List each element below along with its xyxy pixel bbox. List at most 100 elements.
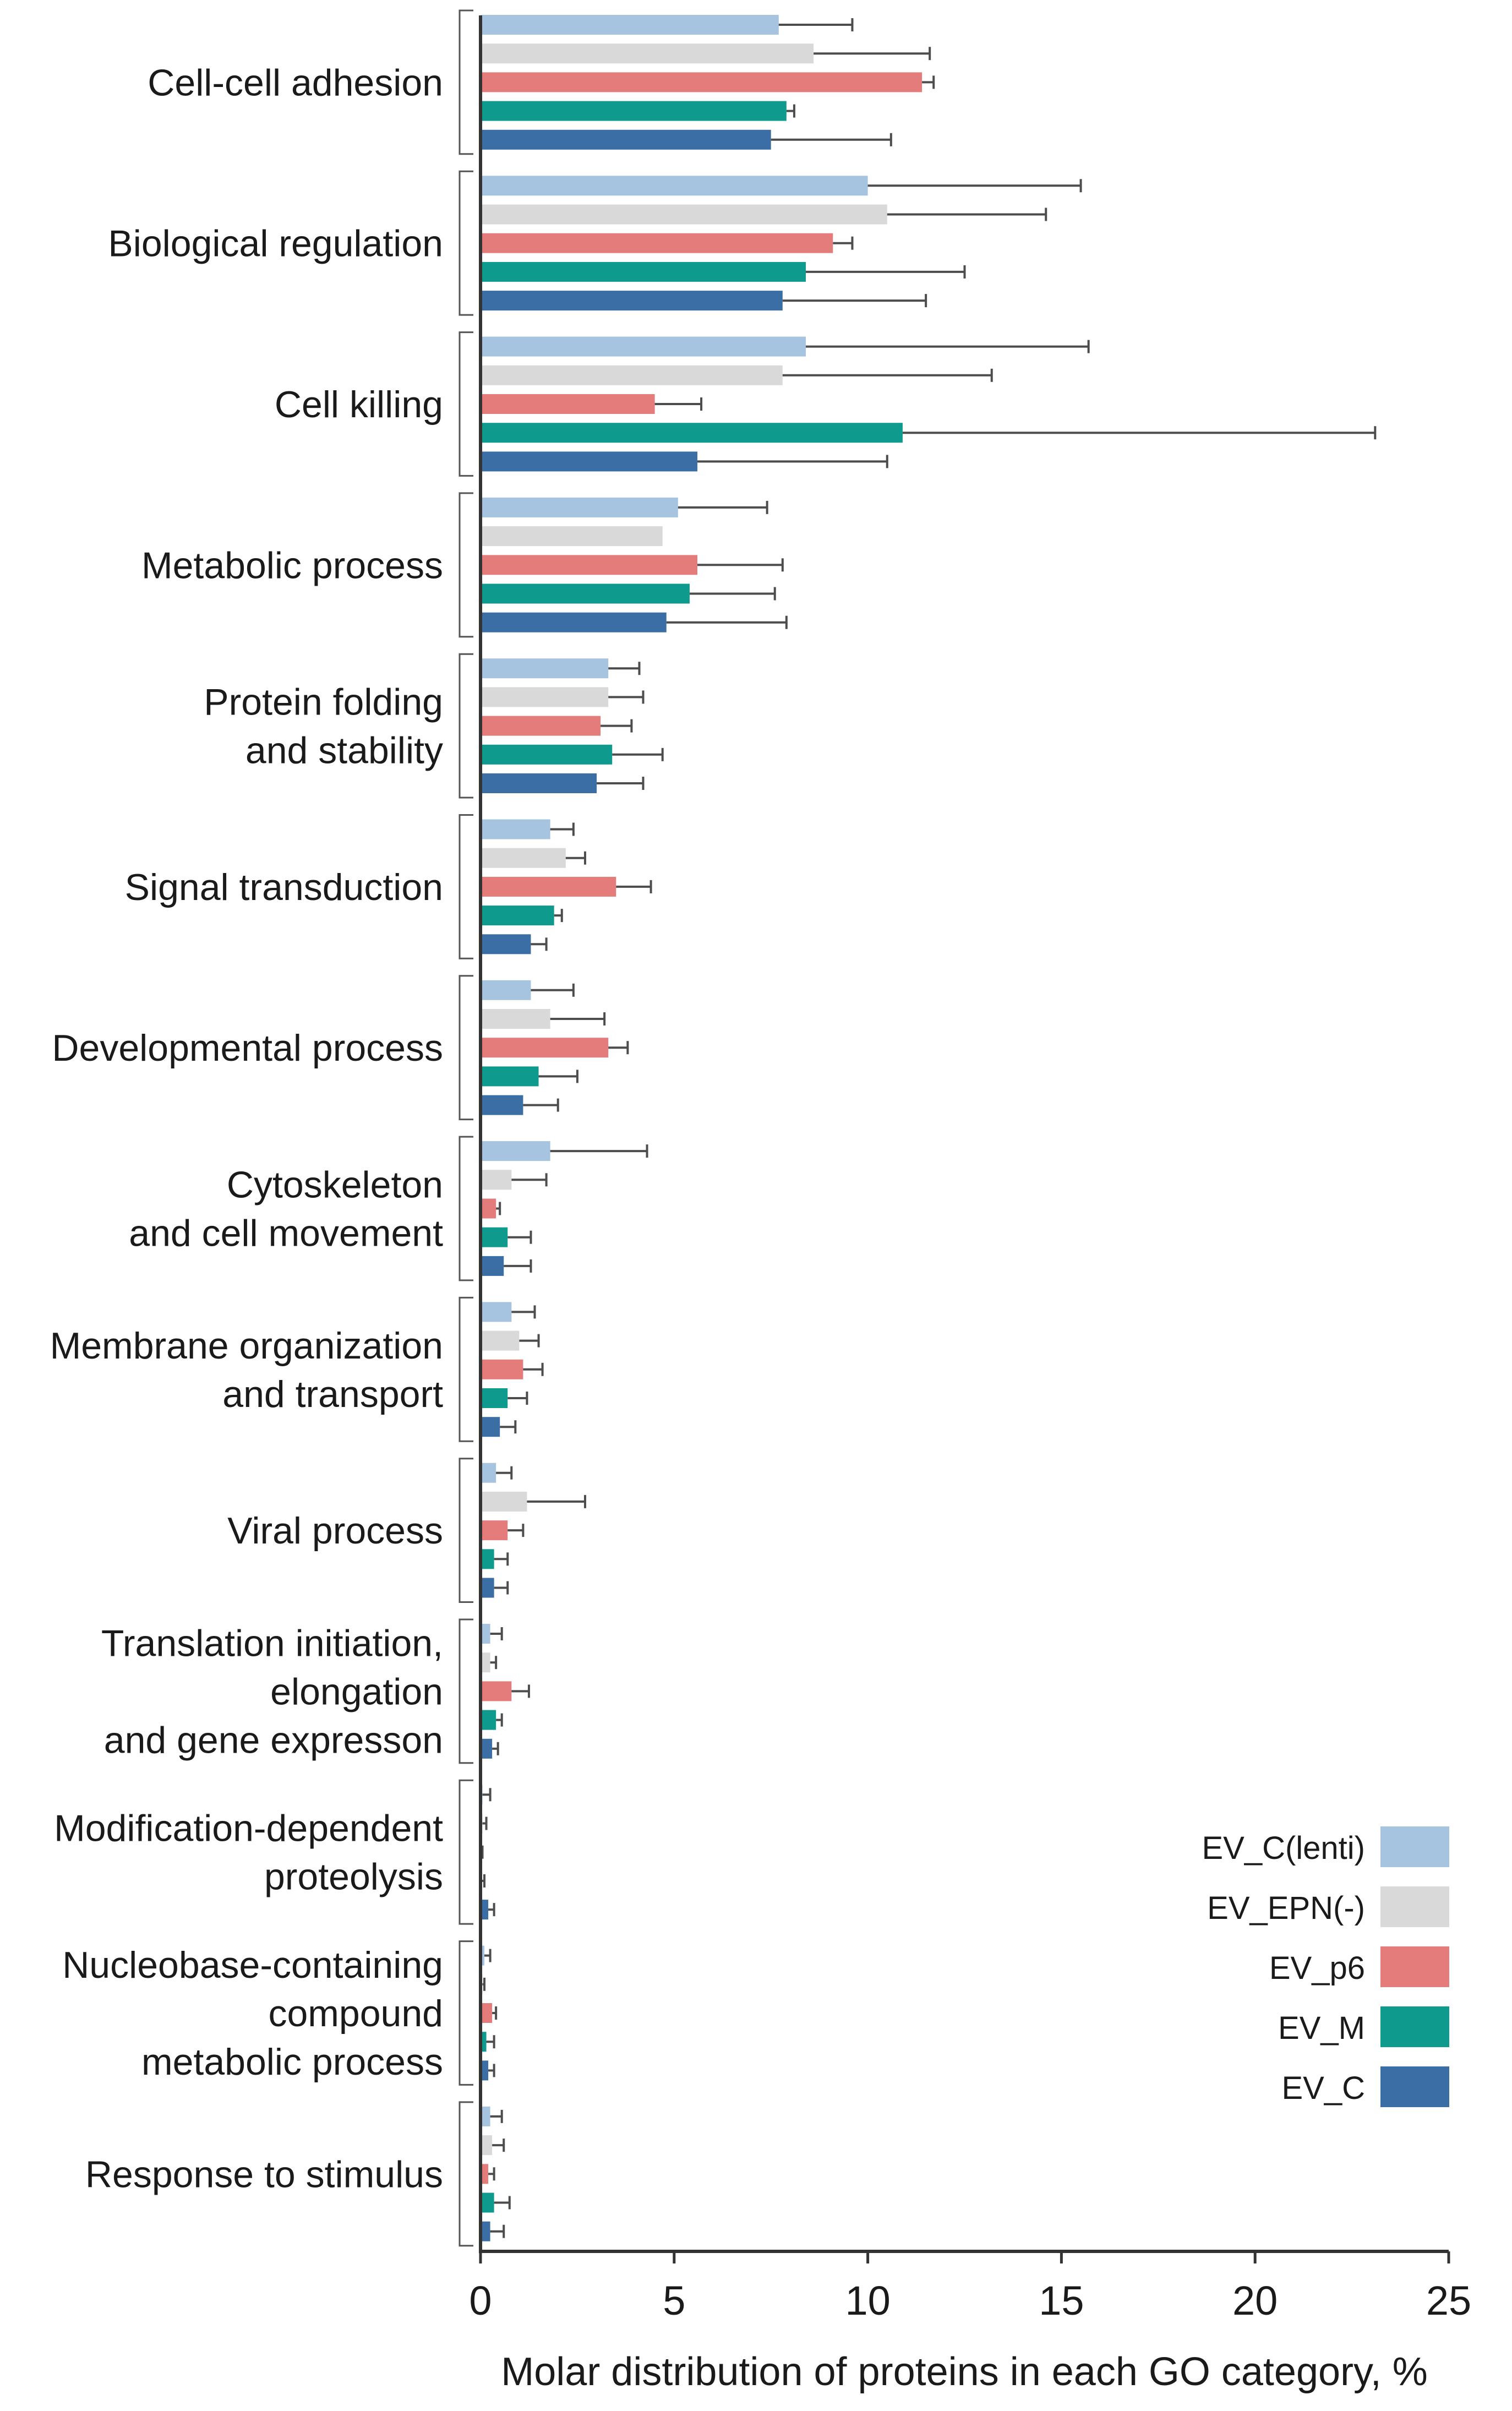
- category-label: compound: [268, 1993, 443, 2034]
- category-label: and cell movement: [129, 1213, 443, 1254]
- bar: [481, 906, 554, 926]
- bar: [481, 1095, 523, 1115]
- bar: [481, 1038, 609, 1058]
- bar: [481, 1066, 539, 1087]
- bar: [481, 1945, 485, 1966]
- bar: [481, 773, 597, 793]
- x-tick-label: 5: [663, 2278, 685, 2323]
- bar: [481, 72, 923, 92]
- category-label: Biological regulation: [108, 223, 443, 265]
- bar: [481, 876, 616, 897]
- bar: [481, 1738, 493, 1759]
- bar: [481, 2164, 489, 2184]
- bar: [481, 2192, 494, 2213]
- bar: [481, 716, 601, 736]
- bar: [481, 980, 531, 1000]
- category-label: Metabolic process: [141, 544, 443, 586]
- x-tick-label: 10: [845, 2278, 890, 2323]
- bar: [481, 1417, 500, 1437]
- legend-label: EV_M: [1278, 2010, 1365, 2046]
- bar: [481, 526, 663, 547]
- x-axis-title: Molar distribution of proteins in each G…: [501, 2350, 1427, 2394]
- bar: [481, 129, 771, 150]
- bar: [481, 555, 698, 575]
- bar: [481, 934, 531, 954]
- bar: [481, 2106, 490, 2126]
- category-bracket: [458, 1618, 473, 1764]
- bar: [481, 1520, 508, 1541]
- x-tick-label: 20: [1232, 2278, 1278, 2323]
- category-label: and transport: [222, 1373, 443, 1415]
- category-bracket: [458, 814, 473, 959]
- bar: [481, 1009, 550, 1029]
- legend-label: EV_p6: [1269, 1950, 1365, 1986]
- bar: [481, 687, 609, 707]
- category-bracket: [458, 1779, 473, 1925]
- category-label: Viral process: [227, 1510, 443, 1552]
- bar: [481, 1624, 490, 1644]
- bar: [481, 365, 783, 385]
- bar: [481, 394, 655, 414]
- bar: [481, 15, 779, 35]
- category-label: metabolic process: [141, 2041, 443, 2083]
- category-bracket: [458, 975, 473, 1121]
- category-bracket: [458, 2101, 473, 2247]
- bar: [481, 2032, 487, 2052]
- category-bracket: [458, 170, 473, 316]
- bar: [481, 819, 550, 839]
- bar: [481, 1549, 494, 1569]
- category-bracket: [458, 9, 473, 155]
- category-label: Modification-dependent: [54, 1808, 443, 1850]
- bar: [481, 848, 566, 868]
- category-label: and stability: [245, 730, 443, 772]
- category-label: proteolysis: [264, 1856, 443, 1898]
- category-bracket: [458, 1136, 473, 1281]
- bar: [481, 612, 667, 632]
- category-label: and gene expresson: [104, 1719, 443, 1761]
- bar: [481, 1227, 508, 1247]
- bar: [481, 1302, 512, 1322]
- bar: [481, 1463, 496, 1483]
- category-label: elongation: [270, 1671, 443, 1712]
- bar: [481, 1710, 496, 1730]
- category-label: Nucleobase-containing: [62, 1944, 443, 1986]
- x-tick-label: 0: [469, 2278, 492, 2323]
- category-bracket: [458, 492, 473, 638]
- category-bracket: [458, 1458, 473, 1603]
- category-label: Cell-cell adhesion: [148, 62, 443, 103]
- category-label: Signal transduction: [125, 866, 443, 908]
- bar: [481, 1578, 494, 1598]
- bar: [481, 451, 698, 472]
- bar: [481, 2060, 489, 2081]
- category-bracket: [458, 331, 473, 477]
- bar: [481, 2135, 493, 2156]
- category-bracket: [458, 653, 473, 799]
- legend-label: EV_C(lenti): [1202, 1830, 1365, 1866]
- category-label: Cytoskeleton: [227, 1164, 443, 1206]
- bar: [481, 1256, 504, 1276]
- bar: [481, 583, 690, 604]
- category-label: Protein folding: [204, 681, 443, 723]
- x-tick-label: 15: [1039, 2278, 1084, 2323]
- bar: [481, 101, 787, 121]
- x-tick-label: 25: [1426, 2278, 1471, 2323]
- bar: [481, 2003, 493, 2023]
- bar: [481, 204, 887, 225]
- bar: [481, 1141, 550, 1161]
- bar: [481, 1170, 512, 1190]
- bar: [481, 2221, 490, 2241]
- category-bracket: [458, 1940, 473, 2086]
- bar: [481, 261, 806, 282]
- legend-swatch: [1380, 2006, 1449, 2047]
- bar: [481, 1198, 496, 1219]
- bar: [481, 744, 613, 765]
- legend-swatch: [1380, 1886, 1449, 1927]
- bar: [481, 1491, 527, 1512]
- bar: [481, 1652, 490, 1673]
- legend-label: EV_EPN(-): [1207, 1890, 1365, 1926]
- bar: [481, 497, 678, 517]
- bar: [481, 423, 903, 443]
- bar: [481, 291, 783, 311]
